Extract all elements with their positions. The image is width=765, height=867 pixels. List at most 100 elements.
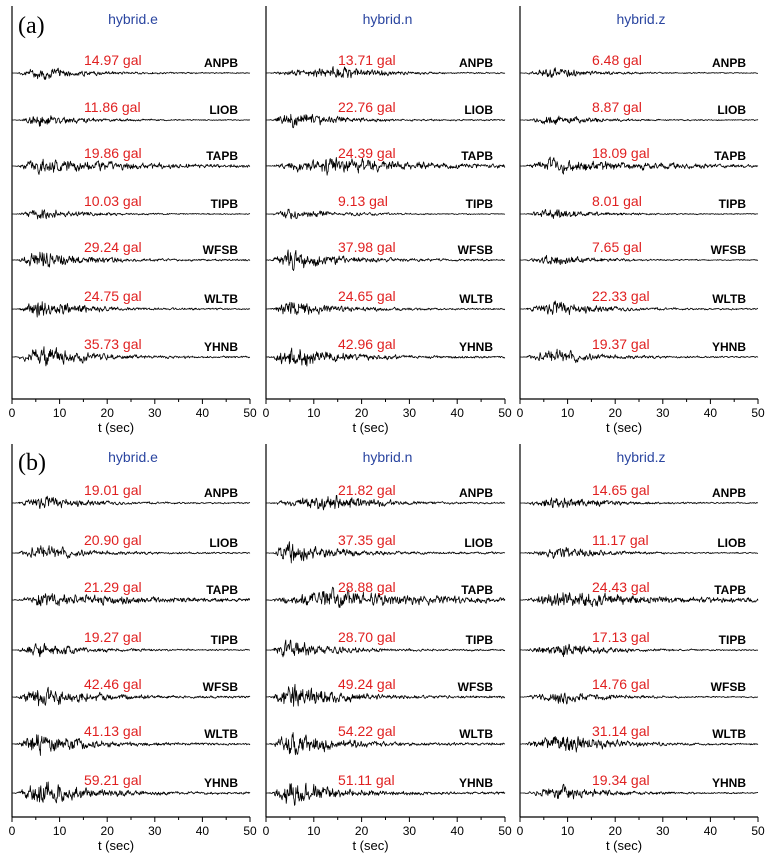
x-axis-label: t (sec)	[606, 420, 642, 435]
waveform-trace	[520, 783, 759, 800]
x-tick-label: 0	[517, 406, 524, 420]
station-label: LIOB	[209, 103, 238, 117]
pga-label: 18.09 gal	[592, 145, 650, 161]
station-label: TAPB	[461, 149, 493, 163]
station-label: TIPB	[466, 633, 494, 647]
pga-label: 49.24 gal	[338, 676, 396, 692]
pga-label: 37.35 gal	[338, 532, 396, 548]
waveform-trace	[12, 301, 251, 318]
waveform-trace	[12, 251, 251, 268]
panel-label: (a)	[18, 13, 45, 39]
pga-label: 29.24 gal	[84, 239, 142, 255]
station-label: WLTB	[459, 727, 493, 741]
x-tick-label: 0	[263, 824, 270, 838]
pga-label: 22.33 gal	[592, 288, 650, 304]
x-tick-label: 20	[609, 406, 623, 420]
station-label: WLTB	[204, 727, 238, 741]
pga-label: 8.01 gal	[592, 193, 642, 209]
station-label: WLTB	[204, 292, 238, 306]
pga-label: 35.73 gal	[84, 336, 142, 352]
station-label: YHNB	[712, 776, 746, 790]
pga-label: 54.22 gal	[338, 723, 396, 739]
waveform-trace	[12, 593, 250, 607]
waveform-trace	[266, 249, 506, 271]
station-label: WFSB	[203, 243, 239, 257]
pga-label: 14.97 gal	[84, 52, 142, 68]
station-label: TAPB	[714, 583, 746, 597]
pga-label: 24.39 gal	[338, 145, 396, 161]
waveform-trace	[266, 301, 506, 316]
x-tick-label: 10	[307, 824, 321, 838]
station-label: TIPB	[719, 197, 747, 211]
waveform-trace	[12, 495, 251, 509]
waveform-trace	[520, 254, 759, 265]
waveform-trace	[12, 686, 251, 707]
waveform-trace	[266, 683, 506, 707]
pga-label: 6.48 gal	[592, 52, 642, 68]
x-tick-label: 0	[9, 824, 16, 838]
pga-label: 21.29 gal	[84, 579, 142, 595]
waveform-trace	[266, 208, 506, 220]
waveform-trace	[12, 158, 251, 175]
station-label: WFSB	[203, 680, 239, 694]
station-label: TAPB	[461, 583, 493, 597]
pga-label: 24.65 gal	[338, 288, 396, 304]
x-tick-label: 30	[403, 824, 417, 838]
x-tick-label: 40	[704, 406, 718, 420]
station-label: YHNB	[712, 340, 746, 354]
waveform-trace	[520, 497, 759, 509]
x-tick-label: 50	[751, 406, 765, 420]
column-title: hybrid.e	[108, 11, 158, 27]
column-title: hybrid.n	[363, 11, 413, 27]
waveform-trace	[520, 348, 759, 364]
x-tick-label: 40	[451, 824, 465, 838]
x-tick-label: 40	[196, 406, 210, 420]
pga-label: 28.70 gal	[338, 629, 396, 645]
waveform-trace	[520, 736, 759, 753]
pga-label: 41.13 gal	[84, 723, 142, 739]
pga-label: 19.34 gal	[592, 772, 650, 788]
pga-label: 10.03 gal	[84, 193, 142, 209]
pga-label: 19.86 gal	[84, 145, 142, 161]
panel-label: (b)	[18, 450, 46, 476]
pga-label: 42.96 gal	[338, 336, 396, 352]
station-label: WLTB	[459, 292, 493, 306]
station-label: WFSB	[711, 243, 747, 257]
pga-label: 19.27 gal	[84, 629, 142, 645]
waveform-trace	[12, 545, 251, 559]
station-label: TIPB	[211, 633, 239, 647]
x-tick-label: 20	[355, 406, 369, 420]
station-label: TAPB	[206, 149, 238, 163]
waveform-trace	[12, 734, 251, 756]
station-label: ANPB	[712, 486, 746, 500]
waveform-trace	[520, 643, 759, 658]
pga-label: 59.21 gal	[84, 772, 142, 788]
pga-label: 31.14 gal	[592, 723, 650, 739]
waveform-trace	[266, 586, 506, 608]
x-axis-label: t (sec)	[98, 838, 134, 853]
waveform-trace	[12, 642, 250, 658]
pga-label: 11.17 gal	[592, 532, 649, 548]
x-tick-label: 0	[263, 406, 270, 420]
waveform-trace	[520, 300, 759, 316]
x-tick-label: 40	[704, 824, 718, 838]
x-tick-label: 20	[101, 406, 115, 420]
pga-label: 19.37 gal	[592, 336, 650, 352]
station-label: TIPB	[466, 197, 494, 211]
station-label: TAPB	[714, 149, 746, 163]
x-tick-label: 40	[451, 406, 465, 420]
column-title: hybrid.z	[616, 449, 665, 465]
pga-label: 42.46 gal	[84, 676, 142, 692]
pga-label: 17.13 gal	[592, 629, 650, 645]
station-label: LIOB	[209, 536, 238, 550]
station-label: TAPB	[206, 583, 238, 597]
station-label: TIPB	[211, 197, 239, 211]
station-label: WFSB	[458, 680, 494, 694]
waveform-trace	[266, 639, 506, 658]
x-tick-label: 20	[609, 824, 623, 838]
pga-label: 19.01 gal	[84, 482, 142, 498]
x-tick-label: 40	[196, 824, 210, 838]
pga-label: 24.75 gal	[84, 288, 142, 304]
station-label: YHNB	[204, 776, 238, 790]
